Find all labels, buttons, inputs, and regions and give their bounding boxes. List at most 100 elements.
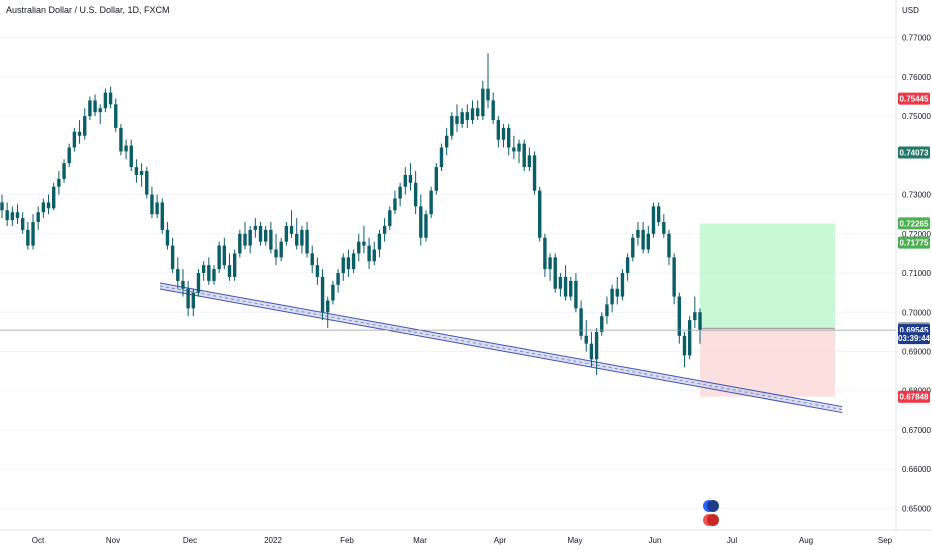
candle bbox=[165, 222, 170, 250]
candle bbox=[57, 171, 61, 195]
candle bbox=[605, 296, 609, 325]
grid bbox=[0, 37, 896, 509]
y-tick-label: 0.75000 bbox=[902, 112, 931, 121]
price-badge[interactable]: 0.74073 bbox=[898, 146, 930, 159]
candle bbox=[108, 86, 113, 109]
candle bbox=[584, 320, 588, 352]
y-tick-label: 0.72000 bbox=[902, 230, 931, 239]
candle bbox=[134, 159, 139, 183]
candle bbox=[641, 222, 645, 254]
price-badge[interactable]: 03:39:44 bbox=[898, 332, 931, 345]
candle bbox=[393, 190, 397, 215]
candle bbox=[284, 222, 289, 246]
target-zone bbox=[700, 223, 835, 329]
candle bbox=[631, 233, 635, 262]
candle bbox=[139, 163, 144, 187]
candle bbox=[289, 210, 294, 238]
candle bbox=[486, 53, 490, 109]
candle bbox=[72, 127, 77, 152]
candle bbox=[594, 327, 599, 376]
candle bbox=[496, 116, 501, 148]
candle bbox=[346, 249, 351, 277]
candle bbox=[429, 186, 433, 219]
candle bbox=[274, 233, 278, 266]
candle bbox=[687, 316, 692, 360]
candle bbox=[698, 308, 702, 344]
x-axis-ticks: Oct Nov Dec 2022 Feb Mar Apr May Jun Jul Aug Sep bbox=[32, 536, 893, 545]
candle bbox=[196, 269, 201, 297]
y-tick-label: 0.65000 bbox=[902, 504, 931, 513]
candle bbox=[341, 253, 345, 281]
price-badges[interactable]: 0.754450.740730.722650.717750.695930.695… bbox=[898, 92, 931, 403]
trendline-mid bbox=[159, 285, 843, 411]
candle bbox=[336, 269, 340, 293]
candle bbox=[403, 167, 407, 195]
candle bbox=[295, 218, 299, 250]
candle bbox=[310, 245, 314, 274]
trendline-upper[interactable] bbox=[159, 282, 843, 408]
trendline-lower[interactable] bbox=[159, 288, 843, 414]
y-tick-label: 0.70000 bbox=[902, 308, 931, 317]
candle bbox=[253, 218, 258, 238]
candle bbox=[238, 229, 242, 258]
candle bbox=[481, 80, 485, 121]
candle bbox=[538, 186, 542, 242]
price-badge-bg bbox=[898, 217, 930, 230]
candle bbox=[455, 104, 459, 132]
price-badge[interactable]: 0.71775 bbox=[898, 236, 930, 249]
candle bbox=[20, 212, 25, 234]
event-flag-icons[interactable] bbox=[703, 500, 719, 526]
candle bbox=[589, 331, 594, 368]
candle bbox=[408, 163, 413, 191]
candle bbox=[610, 284, 614, 313]
candle bbox=[269, 222, 273, 254]
candle bbox=[160, 198, 164, 234]
candle bbox=[222, 237, 227, 270]
trendline-channel bbox=[159, 282, 843, 414]
candle bbox=[145, 167, 149, 199]
candle bbox=[62, 159, 66, 183]
candle bbox=[186, 280, 190, 317]
price-badge-label: 0.74073 bbox=[900, 148, 929, 157]
candle bbox=[124, 139, 128, 160]
candle bbox=[636, 222, 640, 246]
event-flag-icon[interactable] bbox=[707, 514, 719, 526]
candle bbox=[522, 139, 526, 172]
candle bbox=[176, 257, 180, 289]
candle bbox=[258, 222, 263, 246]
candle bbox=[563, 265, 568, 301]
candle bbox=[543, 233, 547, 277]
candle bbox=[52, 182, 56, 211]
candle bbox=[677, 292, 682, 344]
candle bbox=[243, 222, 247, 250]
x-tick-label: Aug bbox=[799, 536, 813, 545]
y-tick-label: 0.66000 bbox=[902, 465, 931, 474]
candle bbox=[501, 123, 506, 148]
x-tick-label: Feb bbox=[340, 536, 354, 545]
candle bbox=[470, 100, 475, 124]
y-tick-label: 0.71000 bbox=[902, 269, 931, 278]
candle bbox=[31, 214, 35, 250]
x-tick-label: Jun bbox=[649, 536, 662, 545]
candle bbox=[232, 249, 237, 281]
candle bbox=[475, 100, 480, 121]
candle bbox=[553, 253, 557, 293]
candle bbox=[248, 225, 252, 254]
price-badge[interactable]: 0.75445 bbox=[898, 92, 930, 105]
candle bbox=[326, 296, 330, 328]
candle bbox=[77, 120, 82, 144]
price-badge-label: 0.72265 bbox=[900, 219, 929, 228]
candle bbox=[600, 312, 604, 336]
candle bbox=[170, 237, 175, 274]
candle bbox=[88, 96, 92, 121]
candle bbox=[279, 237, 283, 262]
x-tick-label: Jul bbox=[727, 536, 737, 545]
candle bbox=[558, 273, 563, 297]
event-flag-icon[interactable] bbox=[707, 500, 719, 512]
price-badge[interactable]: 0.67848 bbox=[898, 390, 930, 403]
price-badge[interactable]: 0.72265 bbox=[898, 217, 930, 230]
price-badge-bg bbox=[898, 332, 930, 345]
candle bbox=[83, 108, 87, 140]
price-badge-bg bbox=[898, 236, 930, 249]
candle bbox=[367, 237, 371, 270]
